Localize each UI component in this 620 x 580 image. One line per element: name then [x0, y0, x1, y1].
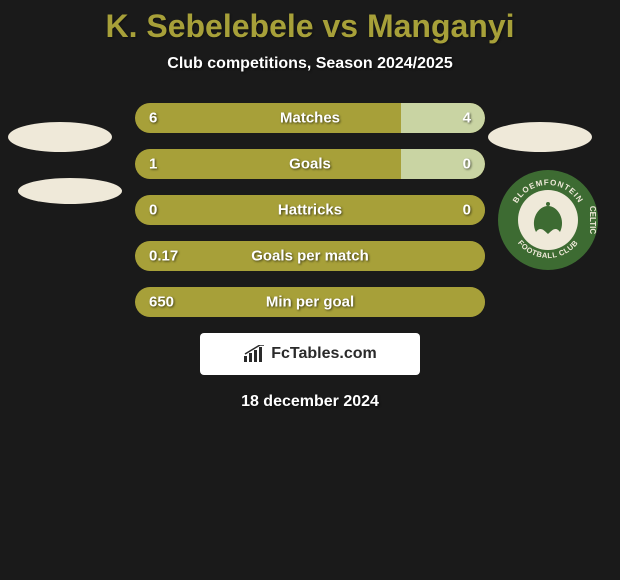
stat-fill-left — [135, 103, 401, 133]
player1-name: K. Sebelebele — [105, 8, 313, 44]
stat-row: 0.17 Goals per match — [135, 241, 485, 271]
stat-fill-right — [401, 103, 485, 133]
stat-row: 6 Matches 4 — [135, 103, 485, 133]
subtitle: Club competitions, Season 2024/2025 — [0, 55, 620, 73]
stat-fill-right — [401, 149, 485, 179]
stat-value-left: 1 — [149, 156, 157, 173]
stat-row: 1 Goals 0 — [135, 149, 485, 179]
vs-text: vs — [322, 8, 358, 44]
stat-value-left: 650 — [149, 294, 174, 311]
stat-row: 650 Min per goal — [135, 287, 485, 317]
stat-fill-left — [135, 149, 401, 179]
stat-value-left: 6 — [149, 110, 157, 127]
page-title: K. Sebelebele vs Manganyi — [0, 0, 620, 45]
stat-value-right: 4 — [463, 110, 471, 127]
crest-text-side: CELTIC — [588, 206, 597, 235]
club-crest: BLOEMFONTEIN FOOTBALL CLUB CELTIC — [498, 170, 598, 270]
decorative-oval — [18, 178, 122, 204]
stat-label: Min per goal — [266, 294, 354, 311]
chart-icon — [243, 345, 265, 363]
stat-value-right: 0 — [463, 202, 471, 219]
attribution-badge: FcTables.com — [200, 333, 420, 375]
stat-value-left: 0 — [149, 202, 157, 219]
date: 18 december 2024 — [0, 393, 620, 411]
stats-container: 6 Matches 4 1 Goals 0 0 Hattricks 0 0.17 Goals per… — [135, 103, 485, 317]
stat-row: 0 Hattricks 0 — [135, 195, 485, 225]
stat-label: Hattricks — [278, 202, 342, 219]
stat-label: Matches — [280, 110, 340, 127]
decorative-oval — [8, 122, 112, 152]
stat-label: Goals per match — [251, 248, 369, 265]
stat-value-left: 0.17 — [149, 248, 178, 265]
stat-value-right: 0 — [463, 156, 471, 173]
stat-label: Goals — [289, 156, 331, 173]
decorative-oval — [488, 122, 592, 152]
player2-name: Manganyi — [367, 8, 515, 44]
attribution-label: FcTables.com — [271, 345, 377, 363]
